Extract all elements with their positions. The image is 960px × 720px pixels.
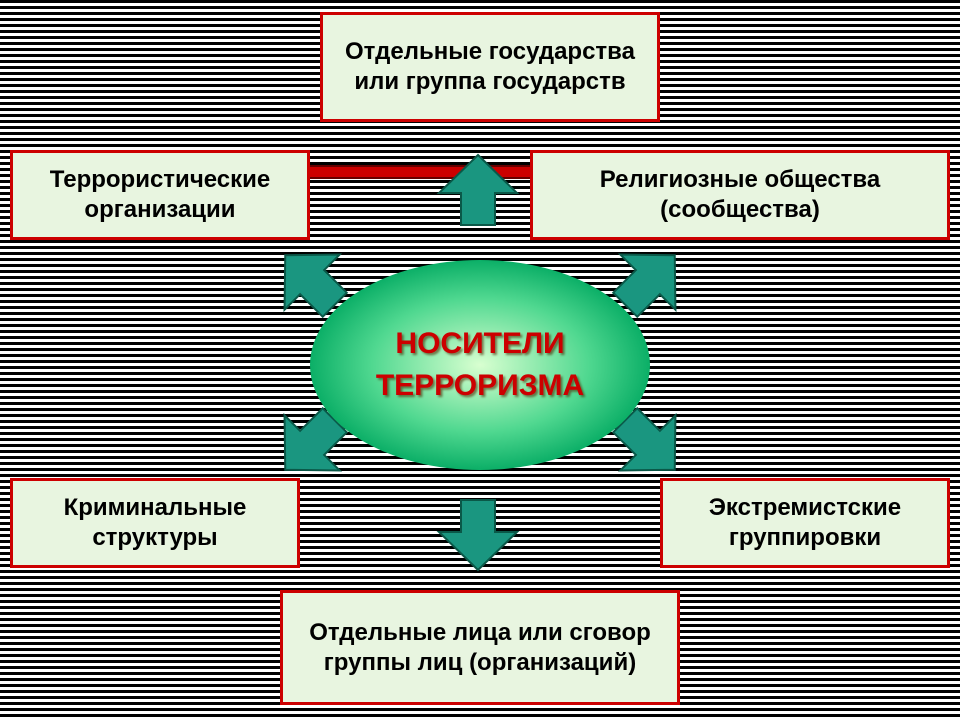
center-line1: НОСИТЕЛИ	[395, 323, 564, 365]
node-bottom-left: Криминальные структуры	[10, 478, 300, 568]
center-line2: ТЕРРОРИЗМА	[376, 365, 584, 407]
node-bottom-label: Отдельные лица или сговор группы лиц (ор…	[297, 618, 663, 678]
node-top: Отдельные государства или группа государ…	[320, 12, 660, 122]
node-top-label: Отдельные государства или группа государ…	[337, 37, 643, 97]
node-top-left-label: Террористические организации	[27, 165, 293, 225]
node-top-right: Религиозные общества (сообщества)	[530, 150, 950, 240]
node-bottom-right: Экстремистские группировки	[660, 478, 950, 568]
node-bottom-right-label: Экстремистские группировки	[677, 493, 933, 553]
center-node: НОСИТЕЛИ ТЕРРОРИЗМА	[310, 260, 650, 470]
node-top-left: Террористические организации	[10, 150, 310, 240]
node-bottom: Отдельные лица или сговор группы лиц (ор…	[280, 590, 680, 705]
node-top-right-label: Религиозные общества (сообщества)	[547, 165, 933, 225]
node-bottom-left-label: Криминальные структуры	[27, 493, 283, 553]
